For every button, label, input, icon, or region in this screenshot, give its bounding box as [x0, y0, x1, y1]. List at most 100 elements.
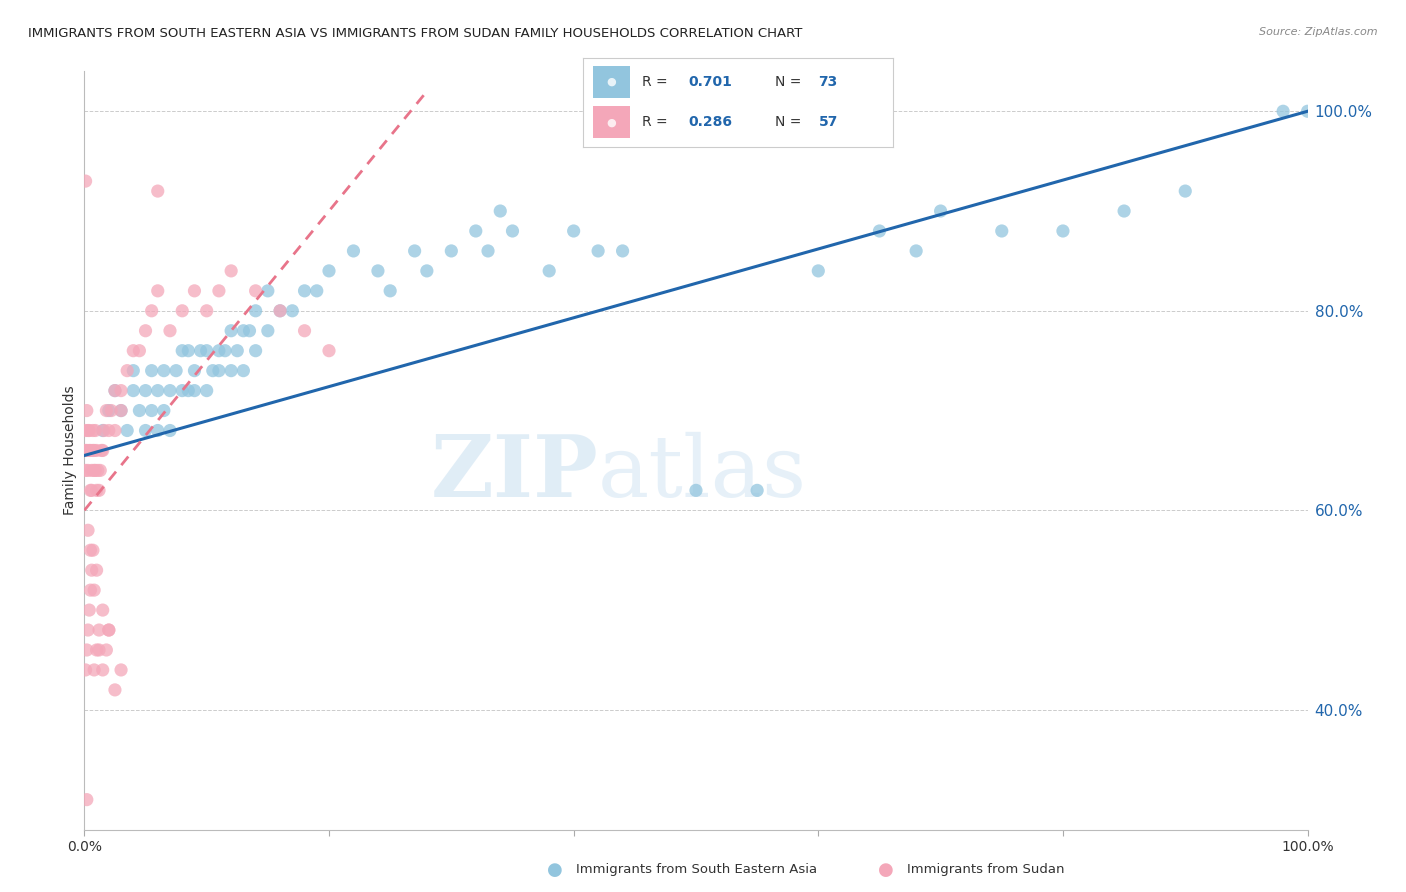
Point: [612, 244, 634, 258]
Point: [404, 244, 426, 258]
Point: [1114, 204, 1136, 219]
Point: [869, 224, 891, 238]
Point: [128, 403, 150, 417]
FancyBboxPatch shape: [593, 106, 630, 138]
Point: [83, 663, 105, 677]
Point: [135, 424, 157, 438]
Point: [110, 403, 132, 417]
Text: Immigrants from South Eastern Asia: Immigrants from South Eastern Asia: [576, 863, 817, 876]
Point: [87, 463, 110, 477]
Point: [1174, 184, 1197, 198]
Point: [77, 623, 100, 637]
Point: [110, 663, 132, 677]
Point: [294, 284, 316, 298]
Point: [464, 224, 486, 238]
Point: [318, 343, 340, 358]
Point: [97, 623, 120, 637]
Point: [219, 264, 242, 278]
Point: [929, 204, 952, 219]
Point: [79, 443, 101, 458]
Point: [141, 364, 163, 378]
FancyBboxPatch shape: [593, 66, 630, 98]
Point: [135, 384, 157, 398]
Point: [122, 384, 145, 398]
Point: [104, 682, 127, 697]
Text: Immigrants from Sudan: Immigrants from Sudan: [907, 863, 1064, 876]
Point: [1052, 224, 1074, 238]
Point: [146, 184, 169, 198]
Point: [177, 384, 200, 398]
Point: [153, 403, 176, 417]
Point: [90, 443, 112, 458]
Point: [219, 364, 242, 378]
Point: [104, 384, 127, 398]
Point: [232, 324, 254, 338]
Point: [183, 364, 205, 378]
Point: [86, 563, 108, 577]
Text: ●: ●: [606, 117, 616, 128]
Point: [77, 463, 100, 477]
Point: [93, 424, 115, 438]
Point: [76, 643, 98, 657]
Point: [586, 244, 609, 258]
Point: [97, 623, 120, 637]
Point: [84, 463, 107, 477]
Point: [153, 364, 176, 378]
Point: [195, 343, 218, 358]
Point: [146, 384, 169, 398]
Point: [226, 343, 249, 358]
Point: [80, 483, 103, 498]
Point: [75, 174, 97, 188]
Point: [208, 284, 231, 298]
Point: [294, 324, 316, 338]
Point: [97, 403, 120, 417]
Point: [367, 264, 389, 278]
Point: [172, 343, 194, 358]
Point: [97, 424, 120, 438]
Point: [440, 244, 463, 258]
Text: R =: R =: [643, 75, 672, 89]
Point: [159, 384, 181, 398]
Point: [562, 224, 585, 238]
Point: [96, 403, 118, 417]
Point: [214, 343, 236, 358]
Point: [305, 284, 328, 298]
Point: [115, 364, 138, 378]
Point: [82, 443, 104, 458]
Point: [122, 343, 145, 358]
Point: [115, 424, 138, 438]
Point: [91, 443, 114, 458]
Point: [195, 384, 218, 398]
Text: 0.701: 0.701: [689, 75, 733, 89]
Point: [146, 424, 169, 438]
Point: [86, 643, 108, 657]
Point: [747, 483, 769, 498]
Point: [245, 303, 267, 318]
Point: [219, 324, 242, 338]
Point: [91, 603, 114, 617]
Point: [77, 603, 100, 617]
Point: [177, 343, 200, 358]
Text: IMMIGRANTS FROM SOUTH EASTERN ASIA VS IMMIGRANTS FROM SUDAN FAMILY HOUSEHOLDS CO: IMMIGRANTS FROM SOUTH EASTERN ASIA VS IM…: [28, 27, 803, 40]
Point: [146, 284, 169, 298]
Point: [416, 264, 439, 278]
Point: [77, 523, 100, 537]
Point: [201, 364, 224, 378]
Text: N =: N =: [775, 75, 806, 89]
Point: [86, 443, 108, 458]
Point: [172, 303, 194, 318]
Point: [84, 424, 107, 438]
Text: Source: ZipAtlas.com: Source: ZipAtlas.com: [1260, 27, 1378, 37]
Point: [83, 463, 105, 477]
Point: [269, 303, 291, 318]
Point: [135, 324, 157, 338]
Point: [141, 303, 163, 318]
Point: [257, 284, 280, 298]
Point: [86, 483, 108, 498]
Point: [80, 563, 103, 577]
Point: [89, 463, 111, 477]
Point: [238, 324, 260, 338]
Point: [183, 384, 205, 398]
Point: [183, 284, 205, 298]
Point: [80, 463, 103, 477]
